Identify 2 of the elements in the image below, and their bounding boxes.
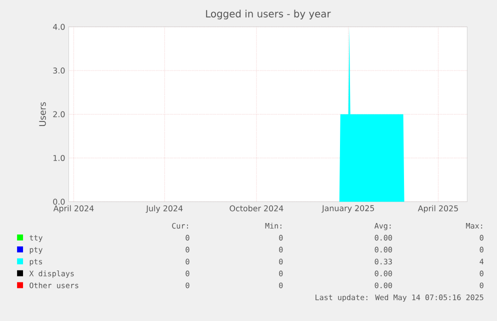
chart-title: Logged in users - by year bbox=[206, 10, 331, 20]
y-axis-title: Users bbox=[39, 102, 46, 126]
